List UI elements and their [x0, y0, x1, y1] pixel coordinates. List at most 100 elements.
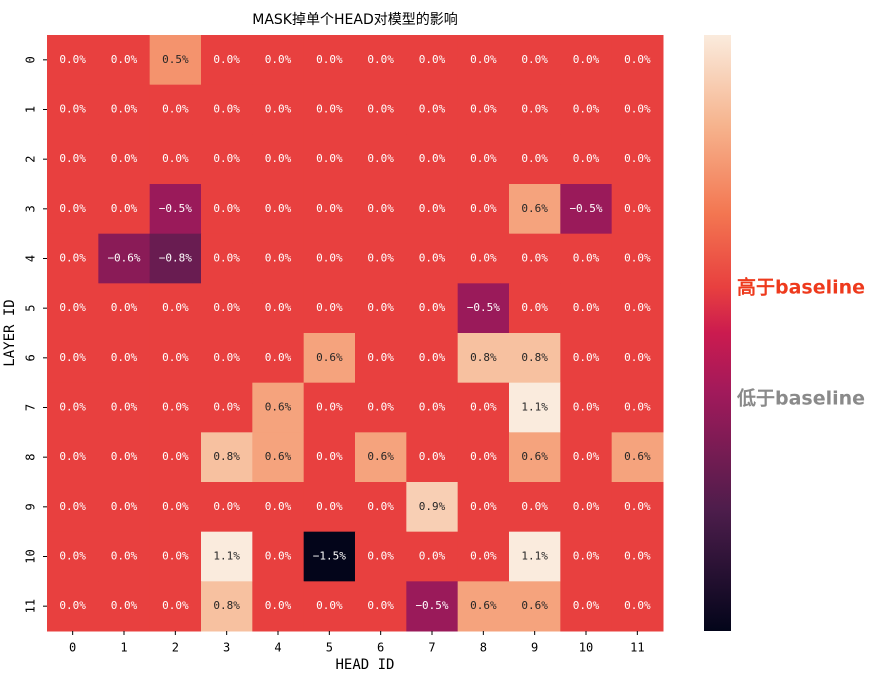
heatmap-cell	[509, 382, 561, 433]
heatmap-cell	[611, 581, 664, 632]
heatmap-cell	[611, 35, 664, 86]
cell-label: 0.0%	[573, 351, 600, 364]
heatmap-cell	[98, 35, 151, 86]
cell-label: 0.0%	[624, 202, 651, 215]
heatmap-cell	[98, 382, 151, 433]
heatmap-cell	[509, 35, 561, 86]
heatmap-cell	[355, 382, 407, 433]
cell-label: 0.0%	[316, 202, 343, 215]
heatmap-cell	[560, 531, 613, 582]
heatmap-cell	[560, 283, 613, 334]
heatmap-cell	[303, 333, 356, 384]
cell-label: 0.6%	[265, 450, 292, 463]
cell-label: 0.0%	[367, 53, 394, 66]
cell-label: 0.0%	[470, 401, 497, 414]
x-tick-label: 4	[274, 641, 281, 655]
heatmap-cell	[252, 134, 305, 185]
heatmap-cell	[149, 84, 202, 135]
heatmap-cell	[406, 233, 459, 284]
heatmap-cell	[355, 581, 407, 632]
cell-label: 0.0%	[470, 152, 497, 165]
heatmap-cell	[252, 432, 305, 483]
cell-label: 1.1%	[521, 401, 548, 414]
heatmap-cell	[355, 184, 407, 235]
heatmap-cell	[201, 134, 253, 185]
heatmap-cell	[611, 283, 664, 334]
heatmap-cell	[355, 233, 407, 284]
heatmap-cell	[457, 581, 510, 632]
heatmap-cell	[47, 233, 99, 284]
heatmap-cell	[98, 134, 151, 185]
heatmap-cell	[406, 432, 459, 483]
cell-label: 0.0%	[470, 550, 497, 563]
cell-label: 0.0%	[573, 152, 600, 165]
heatmap-cell	[509, 184, 561, 235]
cell-label: 0.6%	[521, 202, 548, 215]
cell-label: 0.0%	[624, 252, 651, 265]
cell-label: 0.6%	[624, 450, 651, 463]
heatmap-cell	[303, 134, 356, 185]
cell-label: 0.0%	[573, 450, 600, 463]
heatmap-cell	[560, 581, 613, 632]
cell-label: 0.9%	[419, 500, 446, 513]
cell-label: 0.0%	[265, 301, 292, 314]
heatmap-cell	[457, 233, 510, 284]
cell-label: 0.0%	[419, 103, 446, 116]
cell-label: 0.0%	[470, 500, 497, 513]
cell-label: 0.0%	[419, 202, 446, 215]
cell-label: 0.0%	[624, 301, 651, 314]
cell-label: 0.0%	[367, 252, 394, 265]
x-tick-label: 10	[579, 641, 593, 655]
heatmap-cell	[47, 283, 99, 334]
heatmap-cell	[406, 581, 459, 632]
heatmap-cell	[201, 581, 253, 632]
heatmap-cell	[201, 35, 253, 86]
x-tick-label: 3	[223, 641, 230, 655]
heatmap-cell	[611, 482, 664, 533]
heatmap-cell	[560, 482, 613, 533]
heatmap-cell	[252, 283, 305, 334]
heatmap-cell	[560, 382, 613, 433]
heatmap-cell	[303, 35, 356, 86]
heatmap-cell	[509, 84, 561, 135]
heatmap-cell	[611, 233, 664, 284]
x-axis-title: HEAD ID	[335, 657, 394, 673]
cell-label: 0.8%	[213, 450, 240, 463]
cell-label: 0.0%	[111, 599, 138, 612]
y-tick-label: 6	[24, 354, 38, 361]
heatmap-cell	[149, 184, 202, 235]
cell-label: 0.0%	[470, 450, 497, 463]
cell-label: 0.0%	[419, 252, 446, 265]
cell-label: 0.0%	[316, 103, 343, 116]
heatmap-cell	[98, 84, 151, 135]
cell-label: 0.0%	[162, 152, 189, 165]
cell-label: 0.0%	[419, 351, 446, 364]
cell-label: 0.0%	[213, 351, 240, 364]
heatmap-cell	[252, 233, 305, 284]
cell-label: 0.0%	[470, 53, 497, 66]
cell-label: 0.0%	[419, 301, 446, 314]
heatmap-cell	[149, 283, 202, 334]
cell-label: 0.0%	[59, 152, 86, 165]
x-tick-label: 1	[120, 641, 127, 655]
heatmap-cell	[457, 134, 510, 185]
y-tick-label: 7	[24, 404, 38, 411]
cell-label: 0.0%	[419, 152, 446, 165]
heatmap-cell	[201, 531, 253, 582]
y-tick-label: 4	[24, 255, 38, 262]
x-tick-label: 5	[326, 641, 333, 655]
heatmap-cell	[252, 35, 305, 86]
heatmap-cell	[355, 35, 407, 86]
heatmap-cell	[98, 531, 151, 582]
heatmap-cell	[201, 432, 253, 483]
heatmap-cell	[560, 35, 613, 86]
cell-label: 0.0%	[111, 351, 138, 364]
cell-label: 0.0%	[265, 351, 292, 364]
cell-label: 0.0%	[162, 500, 189, 513]
cell-label: 0.0%	[624, 152, 651, 165]
x-tick-label: 9	[531, 641, 538, 655]
cell-label: 0.0%	[265, 500, 292, 513]
y-tick-label: 11	[24, 599, 38, 613]
cell-label: 1.1%	[521, 550, 548, 563]
